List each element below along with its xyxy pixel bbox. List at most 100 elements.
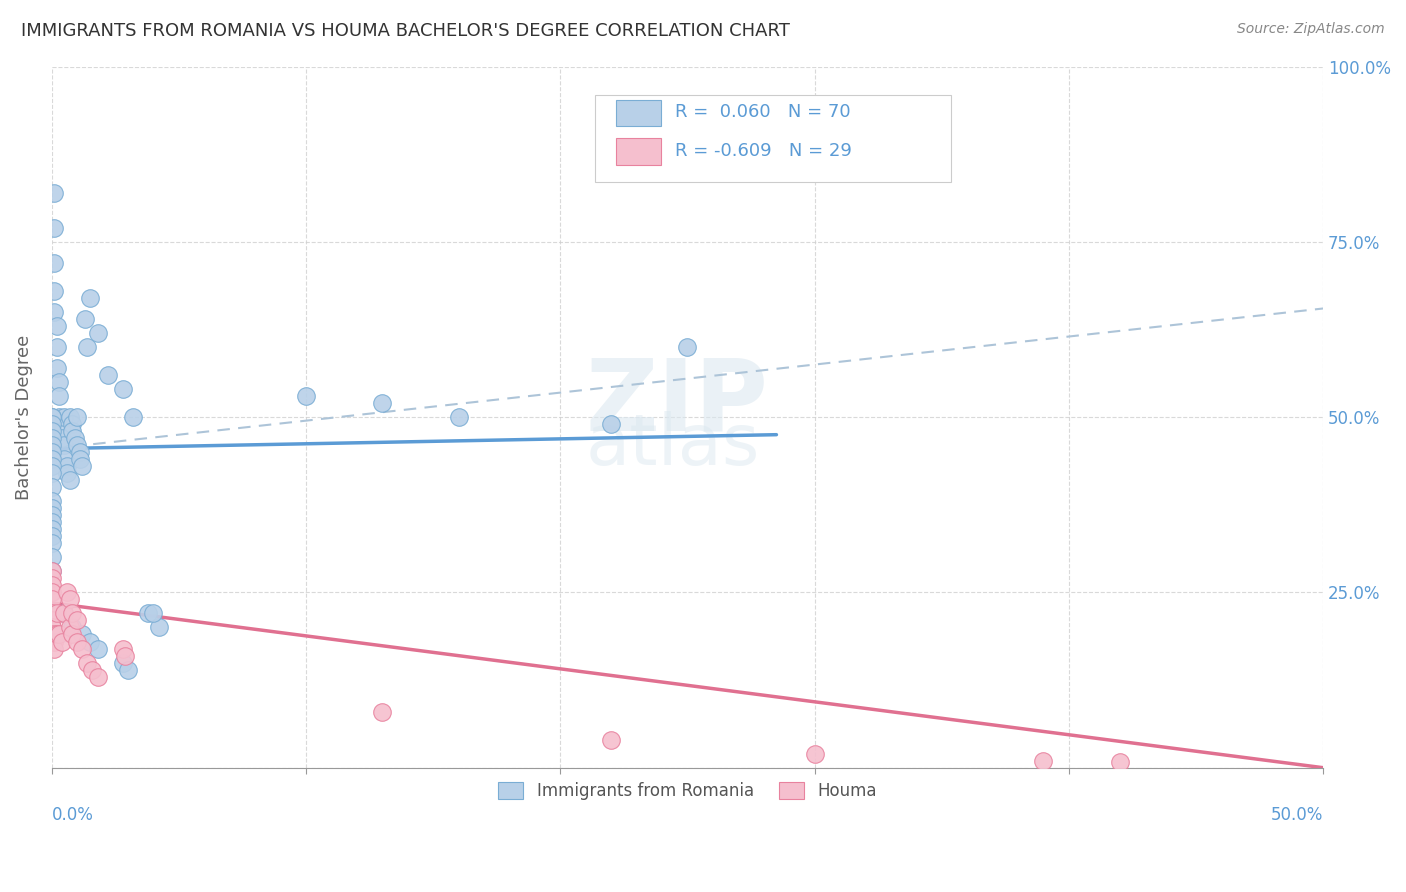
Point (86, 641, 108, 656)
Point (53, 452, 76, 467)
Text: atlas: atlas (586, 410, 761, 480)
Point (72, 641, 94, 656)
Point (44, 641, 66, 656)
Point (73, 312, 96, 326)
Point (66, 614, 89, 628)
Point (58, 592, 80, 607)
Point (56, 585, 79, 599)
Point (41, 438, 63, 452)
Point (114, 648, 136, 663)
Point (111, 656, 134, 670)
Point (60, 607, 83, 621)
Point (41, 417, 63, 432)
Point (122, 410, 145, 425)
Point (41, 620, 63, 634)
Point (1108, 755, 1130, 769)
Point (41, 410, 63, 425)
Point (97, 368, 120, 382)
Point (41, 522, 63, 536)
Point (41, 501, 63, 516)
Point (371, 705, 394, 719)
Point (803, 747, 825, 761)
Text: 0.0%: 0.0% (52, 806, 94, 824)
Point (1032, 754, 1054, 768)
Point (41, 550, 63, 565)
Text: Source: ZipAtlas.com: Source: ZipAtlas.com (1237, 22, 1385, 37)
Point (51, 634, 73, 648)
Point (56, 467, 79, 481)
Point (48, 410, 70, 425)
Point (41, 424, 63, 438)
Point (60, 417, 83, 432)
Point (72, 627, 94, 641)
Text: R = -0.609   N = 29: R = -0.609 N = 29 (675, 142, 852, 160)
Point (41, 445, 63, 459)
Point (76, 340, 98, 354)
Point (41, 452, 63, 467)
Point (53, 607, 76, 621)
Point (44, 220, 66, 235)
Point (44, 305, 66, 319)
Point (600, 732, 623, 747)
Point (53, 607, 76, 621)
Point (41, 592, 63, 607)
Point (41, 459, 63, 474)
Point (86, 669, 108, 683)
Point (58, 620, 80, 634)
Point (58, 410, 80, 425)
Point (48, 627, 70, 641)
Point (447, 410, 470, 425)
Point (45, 318, 67, 333)
Text: IMMIGRANTS FROM ROMANIA VS HOUMA BACHELOR'S DEGREE CORRELATION CHART: IMMIGRANTS FROM ROMANIA VS HOUMA BACHELO… (21, 22, 790, 40)
Point (76, 656, 98, 670)
Point (44, 256, 66, 270)
Point (51, 431, 73, 445)
Point (41, 516, 63, 530)
Point (41, 571, 63, 585)
Point (138, 607, 160, 621)
Point (41, 536, 63, 550)
Point (44, 186, 66, 200)
Point (48, 375, 70, 389)
Point (41, 614, 63, 628)
Point (48, 389, 70, 403)
Point (41, 585, 63, 599)
Point (41, 431, 63, 445)
Point (44, 284, 66, 298)
Point (41, 565, 63, 579)
Point (45, 627, 67, 641)
Point (66, 634, 89, 648)
Point (58, 473, 80, 487)
FancyBboxPatch shape (616, 100, 661, 126)
Point (82, 663, 104, 677)
Point (41, 494, 63, 508)
Point (56, 459, 79, 474)
Point (45, 340, 67, 354)
Point (72, 459, 94, 474)
Point (371, 396, 394, 410)
Text: ZIP: ZIP (586, 355, 769, 451)
Point (69, 445, 91, 459)
Point (117, 663, 139, 677)
Point (66, 438, 89, 452)
Point (79, 634, 101, 648)
Point (295, 389, 318, 403)
FancyBboxPatch shape (616, 138, 661, 165)
Point (41, 607, 63, 621)
Point (41, 467, 63, 481)
Point (45, 607, 67, 621)
Point (60, 424, 83, 438)
Point (41, 480, 63, 494)
Point (41, 578, 63, 592)
Point (111, 382, 134, 396)
Point (44, 634, 66, 648)
Point (53, 438, 76, 452)
Point (44, 627, 66, 641)
Point (41, 410, 63, 425)
Point (53, 410, 76, 425)
Point (600, 417, 623, 432)
FancyBboxPatch shape (595, 95, 950, 182)
Point (142, 607, 165, 621)
Point (148, 620, 170, 634)
Point (111, 641, 134, 656)
